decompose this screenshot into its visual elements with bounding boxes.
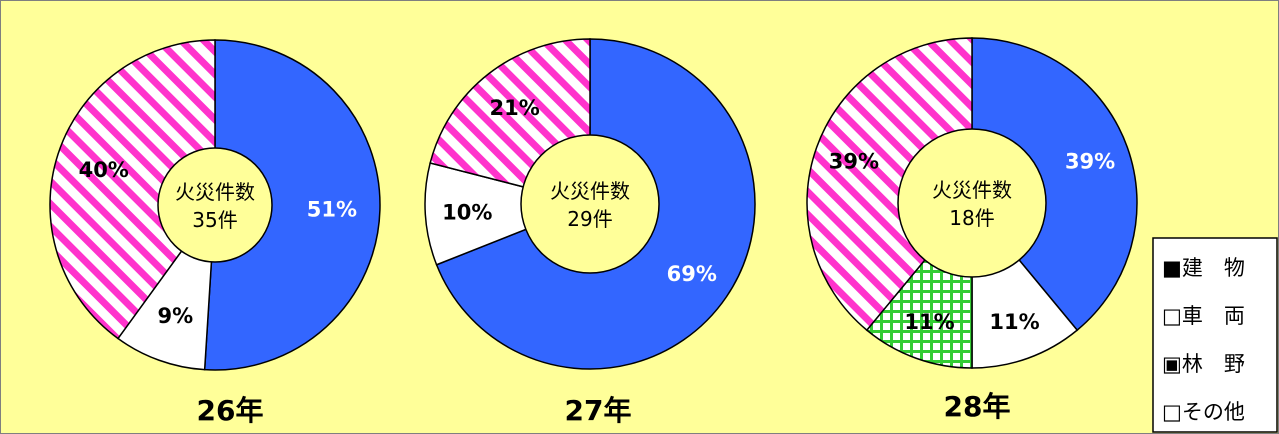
slice-other-2 — [806, 37, 973, 332]
legend-box — [1152, 237, 1278, 433]
center-label-title-0: 火災件数 — [175, 180, 255, 204]
slice-other-0 — [49, 39, 216, 340]
slice-label-vehicle-0: 9% — [158, 304, 194, 328]
slice-label-other-0: 40% — [79, 158, 129, 182]
year-label-0: 26年 — [197, 394, 264, 427]
slice-label-building-0: 51% — [307, 198, 357, 222]
legend-item-other: □その他 — [1162, 400, 1245, 424]
legend: ■建 物 □車 両 ▣林 野 □その他 — [1152, 237, 1278, 433]
year-label-2: 28年 — [944, 390, 1011, 423]
slice-vehicle-1 — [424, 162, 593, 266]
slice-label-building-2: 39% — [1065, 149, 1115, 173]
year-label-1: 27年 — [565, 394, 632, 427]
center-label-count-2: 18件 — [949, 206, 994, 230]
slice-label-vehicle-1: 10% — [442, 201, 492, 225]
slice-building-0 — [203, 39, 381, 371]
center-label-count-0: 35件 — [192, 208, 237, 232]
donut-hole-0 — [157, 147, 273, 263]
legend-item-building: ■建 物 — [1162, 256, 1245, 280]
donut-hole-2 — [897, 128, 1047, 278]
legend-item-forest: ▣林 野 — [1162, 352, 1245, 376]
slice-label-forest-2: 11% — [904, 310, 954, 334]
center-label-title-1: 火災件数 — [550, 179, 630, 203]
donut-charts-group: 51% 9% 40% 火災件数 35件 26年 69% 10% 21% 火災件数 29件 27年 39%… — [49, 37, 1138, 427]
slice-building-2 — [971, 37, 1138, 332]
center-label-count-1: 29件 — [567, 207, 612, 231]
donut-hole-1 — [520, 134, 660, 274]
slice-label-other-1: 21% — [489, 96, 539, 120]
slice-label-vehicle-2: 11% — [989, 310, 1039, 334]
legend-item-vehicle: □車 両 — [1162, 304, 1245, 328]
slice-label-building-1: 69% — [667, 262, 717, 286]
slice-label-other-2: 39% — [829, 149, 879, 173]
center-label-title-2: 火災件数 — [932, 178, 1012, 202]
